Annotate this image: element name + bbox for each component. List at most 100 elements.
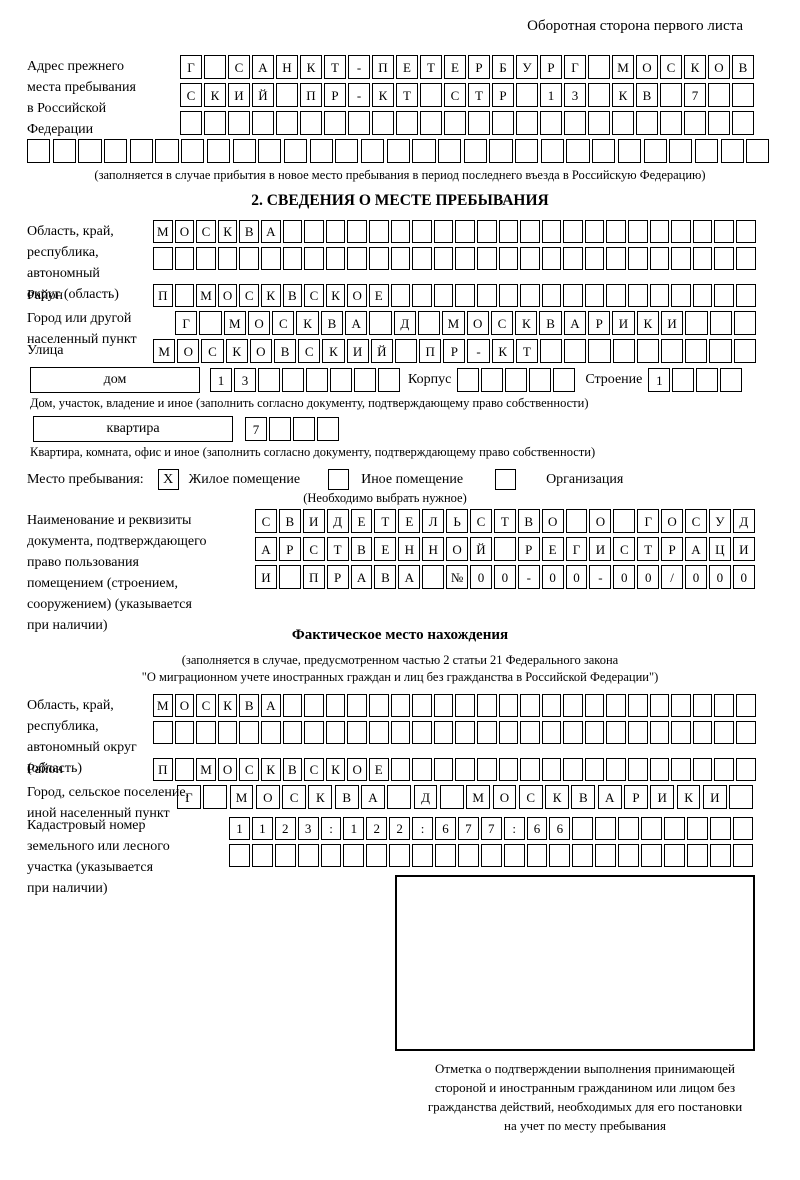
char-cell[interactable]: О bbox=[255, 785, 280, 809]
char-cell[interactable] bbox=[671, 220, 691, 243]
char-cell[interactable]: О bbox=[661, 509, 684, 533]
char-cell[interactable] bbox=[325, 721, 346, 744]
char-cell[interactable] bbox=[468, 111, 490, 135]
char-cell[interactable]: 0 bbox=[565, 565, 588, 589]
char-cell[interactable] bbox=[324, 111, 346, 135]
char-cell[interactable]: Е bbox=[368, 284, 389, 307]
char-cell[interactable]: С bbox=[272, 311, 295, 335]
char-cell[interactable] bbox=[354, 368, 376, 392]
char-cell[interactable] bbox=[592, 139, 616, 163]
char-cell[interactable]: И bbox=[660, 311, 684, 335]
char-cell[interactable] bbox=[347, 694, 367, 717]
char-cell[interactable]: В bbox=[282, 758, 303, 781]
char-cell[interactable] bbox=[685, 339, 708, 363]
char-cell[interactable]: В bbox=[571, 785, 596, 809]
char-cell[interactable]: И bbox=[650, 785, 675, 809]
char-cell[interactable] bbox=[692, 694, 713, 717]
char-cell[interactable] bbox=[104, 139, 128, 163]
char-cell[interactable] bbox=[606, 220, 627, 243]
char-cell[interactable] bbox=[618, 844, 640, 867]
char-cell[interactable] bbox=[520, 694, 540, 717]
char-cell[interactable] bbox=[540, 111, 562, 135]
char-cell[interactable]: Р bbox=[517, 537, 540, 561]
char-cell[interactable] bbox=[588, 339, 611, 363]
char-cell[interactable]: К bbox=[225, 339, 248, 363]
char-cell[interactable] bbox=[463, 139, 487, 163]
char-cell[interactable] bbox=[420, 83, 442, 107]
char-cell[interactable] bbox=[455, 284, 475, 307]
char-cell[interactable]: С bbox=[304, 758, 324, 781]
char-cell[interactable]: 3 bbox=[234, 368, 256, 392]
char-cell[interactable]: Н bbox=[398, 537, 421, 561]
char-cell[interactable] bbox=[563, 721, 583, 744]
char-cell[interactable] bbox=[572, 817, 594, 840]
char-cell[interactable] bbox=[588, 55, 610, 79]
char-cell[interactable]: В bbox=[334, 785, 359, 809]
char-cell[interactable] bbox=[613, 509, 636, 533]
char-cell[interactable] bbox=[636, 339, 659, 363]
char-cell[interactable]: - bbox=[589, 565, 612, 589]
char-cell[interactable] bbox=[649, 247, 670, 270]
char-cell[interactable] bbox=[696, 368, 719, 392]
char-cell[interactable] bbox=[369, 311, 392, 335]
char-cell[interactable] bbox=[641, 844, 662, 867]
char-cell[interactable]: О bbox=[708, 55, 730, 79]
char-cell[interactable]: 0 bbox=[493, 565, 516, 589]
char-cell[interactable] bbox=[641, 817, 662, 840]
char-cell[interactable]: Д bbox=[413, 785, 438, 809]
char-cell[interactable]: Р bbox=[443, 339, 466, 363]
char-cell[interactable]: Е bbox=[350, 509, 373, 533]
char-cell[interactable] bbox=[709, 339, 732, 363]
char-cell[interactable] bbox=[684, 111, 706, 135]
char-cell[interactable] bbox=[520, 247, 540, 270]
char-cell[interactable] bbox=[412, 220, 432, 243]
char-cell[interactable] bbox=[258, 368, 280, 392]
char-cell[interactable]: 7 bbox=[245, 417, 267, 441]
char-cell[interactable] bbox=[283, 139, 308, 163]
char-cell[interactable]: К bbox=[545, 785, 569, 809]
char-cell[interactable]: О bbox=[492, 785, 517, 809]
char-cell[interactable] bbox=[347, 220, 367, 243]
char-cell[interactable]: С bbox=[228, 55, 250, 79]
char-cell[interactable]: С bbox=[304, 284, 324, 307]
char-cell[interactable] bbox=[692, 721, 713, 744]
char-cell[interactable] bbox=[714, 284, 735, 307]
char-cell[interactable] bbox=[563, 758, 583, 781]
char-cell[interactable] bbox=[541, 694, 562, 717]
char-cell[interactable] bbox=[733, 339, 756, 363]
char-cell[interactable] bbox=[300, 111, 322, 135]
char-cell[interactable]: № bbox=[446, 565, 469, 589]
char-cell[interactable] bbox=[325, 247, 346, 270]
char-cell[interactable] bbox=[433, 694, 454, 717]
char-cell[interactable]: К bbox=[322, 339, 345, 363]
char-cell[interactable]: А bbox=[398, 565, 421, 589]
char-cell[interactable] bbox=[541, 284, 562, 307]
char-cell[interactable]: Б bbox=[492, 55, 514, 79]
char-cell[interactable]: С bbox=[660, 55, 682, 79]
char-cell[interactable] bbox=[320, 844, 342, 867]
char-cell[interactable]: В bbox=[278, 509, 301, 533]
char-cell[interactable] bbox=[709, 817, 731, 840]
char-cell[interactable] bbox=[239, 721, 259, 744]
char-cell[interactable]: Т bbox=[637, 537, 660, 561]
char-cell[interactable]: Ц bbox=[708, 537, 731, 561]
char-cell[interactable] bbox=[669, 139, 693, 163]
char-cell[interactable]: О bbox=[174, 220, 195, 243]
char-cell[interactable] bbox=[196, 721, 216, 744]
char-cell[interactable]: А bbox=[260, 694, 281, 717]
char-cell[interactable] bbox=[493, 537, 516, 561]
char-cell[interactable]: О bbox=[589, 509, 612, 533]
char-cell[interactable] bbox=[643, 139, 667, 163]
char-cell[interactable]: Е bbox=[398, 509, 421, 533]
char-cell[interactable] bbox=[663, 844, 685, 867]
char-cell[interactable] bbox=[714, 758, 735, 781]
char-cell[interactable]: Т bbox=[326, 537, 349, 561]
char-cell[interactable] bbox=[649, 721, 670, 744]
char-cell[interactable] bbox=[412, 758, 432, 781]
char-cell[interactable]: Д bbox=[732, 509, 755, 533]
char-cell[interactable] bbox=[347, 721, 367, 744]
char-cell[interactable]: М bbox=[196, 284, 216, 307]
char-cell[interactable] bbox=[476, 284, 497, 307]
char-cell[interactable]: П bbox=[419, 339, 442, 363]
char-cell[interactable]: 1 bbox=[229, 817, 250, 840]
